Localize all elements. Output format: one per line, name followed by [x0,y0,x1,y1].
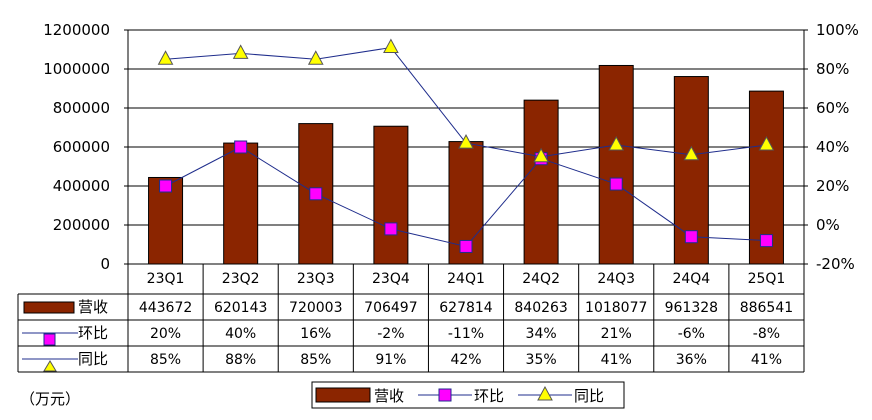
table-cell: -2% [377,326,404,342]
y-left-tick-label: 0 [100,255,110,273]
point-triangle [232,44,249,59]
table-cell: -6% [678,326,705,342]
table-cell: 886541 [740,300,793,316]
y-right-tick-label: 40% [816,138,849,156]
point-square [309,187,323,201]
point-square [234,140,248,154]
table-cell: 20% [150,326,181,342]
table-cell: 620143 [214,300,267,316]
point-triangle [533,147,549,163]
point-triangle [157,50,174,65]
point-triangle [458,134,474,149]
table-key-square [43,333,56,346]
table-cell: 627814 [439,300,493,316]
table-cell: -8% [753,326,780,342]
table-row-label: 营收 [78,298,108,316]
table-key-triangle [43,360,57,372]
table-key-bar [23,301,75,314]
point-triangle [307,50,324,65]
table-cell: 35% [526,352,557,368]
x-tick-label: 24Q3 [597,271,635,287]
bar [373,125,409,265]
x-tick-label: 24Q2 [522,271,560,287]
table-cell: 961328 [665,300,718,316]
unit-label: （万元） [20,390,80,408]
table-cell: 720003 [289,300,342,316]
y-right-tick-label: 80% [816,60,849,78]
legend-key-bar [315,387,371,403]
y-axis-right: -20% 0% 20% 40% 60% 80% 100% [804,21,859,273]
legend-label: 营收 [374,387,404,405]
y-right-tick-label: 0% [816,216,840,234]
x-tick-label: 23Q4 [372,271,410,287]
table-cell: 36% [676,352,707,368]
table-cell: 40% [225,326,256,342]
legend: 营收 环比 同比 [311,381,625,409]
point-triangle [383,38,399,54]
x-tick-label: 23Q2 [222,271,260,287]
table-cell: 85% [300,352,331,368]
point-square [459,239,473,253]
y-axis-left: 0 200000 400000 600000 800000 1000000 1200000 [43,21,128,273]
y-right-tick-label: 20% [816,177,849,195]
line-series [157,38,775,253]
bar [598,64,634,265]
table-cell: 88% [225,352,256,368]
bar [523,99,559,265]
table-cell: 41% [601,352,632,368]
point-triangle [758,135,775,151]
y-right-tick-label: 100% [816,21,859,39]
y-left-tick-label: 1200000 [43,21,110,39]
y-left-tick-label: 800000 [53,99,110,117]
legend-label: 环比 [474,387,504,405]
table-cell: 21% [601,326,632,342]
y-right-tick-label: -20% [816,255,855,273]
point-triangle [683,145,700,161]
table-row-label: 同比 [78,350,108,368]
bar-series-revenue [148,64,784,265]
point-square [759,234,773,248]
legend-key-triangle [537,385,553,401]
x-tick-label: 24Q1 [447,271,485,287]
table-cell: 34% [526,326,557,342]
table-cell: 443672 [139,300,192,316]
table-cell: 840263 [514,300,567,316]
table-cell: 41% [751,352,782,368]
x-tick-label: 23Q1 [147,271,185,287]
y-left-tick-label: 200000 [53,216,110,234]
table-row-label: 环比 [78,324,108,342]
bar [223,142,259,265]
y-left-tick-label: 400000 [53,177,110,195]
x-tick-label: 24Q4 [672,271,710,287]
table-cell: 16% [300,326,331,342]
point-square [159,179,173,193]
point-square [684,230,698,244]
legend-label: 同比 [574,387,604,405]
y-left-tick-label: 600000 [53,138,110,156]
table-cell: 91% [375,352,406,368]
table-cell: -11% [448,326,484,342]
y-left-tick-label: 1000000 [43,60,110,78]
point-square [384,222,398,236]
x-tick-label: 23Q3 [297,271,335,287]
legend-key-square [438,388,452,402]
x-tick-label: 25Q1 [748,271,786,287]
table-cell: 706497 [364,300,417,316]
y-right-tick-label: 60% [816,99,849,117]
point-triangle [608,135,625,151]
table-cell: 1018077 [585,300,647,316]
table-cell: 42% [450,352,481,368]
data-table: 23Q1 23Q2 23Q3 23Q4 24Q1 24Q2 24Q3 24Q4 25Q1 营收 44… [17,264,805,373]
table-cell: 85% [150,352,181,368]
point-square [609,177,623,191]
